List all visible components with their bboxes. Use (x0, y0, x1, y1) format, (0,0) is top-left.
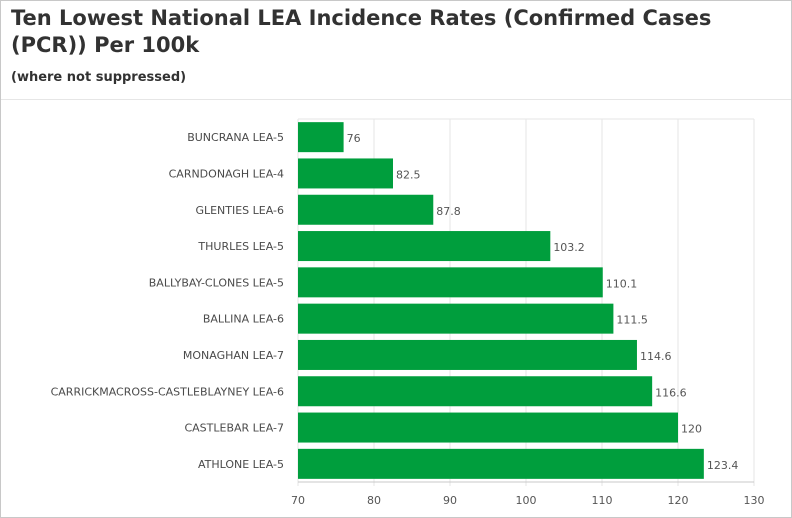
x-tick-label: 130 (744, 494, 765, 507)
data-label: 103.2 (553, 241, 585, 254)
bar (298, 448, 704, 479)
category-label: CASTLEBAR LEA-7 (184, 422, 284, 435)
x-tick-label: 70 (291, 494, 305, 507)
bar (298, 231, 551, 262)
category-label: BALLYBAY-CLONES LEA-5 (149, 276, 284, 289)
bar (298, 376, 653, 407)
chart-subtitle: (where not suppressed) (11, 70, 187, 85)
bar (298, 158, 393, 189)
data-label: 110.1 (606, 277, 638, 290)
bar (298, 303, 614, 334)
x-tick-label: 80 (367, 494, 381, 507)
data-label: 123.4 (707, 459, 739, 472)
data-label: 111.5 (616, 314, 648, 327)
x-tick-label: 90 (443, 494, 457, 507)
category-label: ATHLONE LEA-5 (198, 458, 284, 471)
data-label: 82.5 (396, 168, 421, 181)
chart-title: Ten Lowest National LEA Incidence Rates … (11, 6, 712, 57)
bar (298, 267, 603, 298)
category-label: BUNCRANA LEA-5 (187, 131, 284, 144)
x-tick-label: 100 (516, 494, 537, 507)
data-label: 120 (681, 423, 702, 436)
data-label: 114.6 (640, 350, 672, 363)
data-label: 76 (347, 132, 361, 145)
x-tick-label: 120 (668, 494, 689, 507)
x-tick-label: 110 (592, 494, 613, 507)
category-label: MONAGHAN LEA-7 (183, 349, 284, 362)
header-divider (1, 99, 791, 100)
bar (298, 194, 434, 225)
category-label: BALLINA LEA-6 (203, 313, 284, 326)
data-label: 87.8 (436, 205, 461, 218)
data-label: 116.6 (655, 386, 687, 399)
bar (298, 339, 637, 370)
category-label: CARRICKMACROSS-CASTLEBLAYNEY LEA-6 (51, 385, 284, 398)
bar (298, 412, 678, 443)
category-label: CARNDONAGH LEA-4 (169, 167, 284, 180)
category-label: GLENTIES LEA-6 (195, 204, 284, 217)
bar (298, 122, 344, 153)
category-label: THURLES LEA-5 (197, 240, 284, 253)
